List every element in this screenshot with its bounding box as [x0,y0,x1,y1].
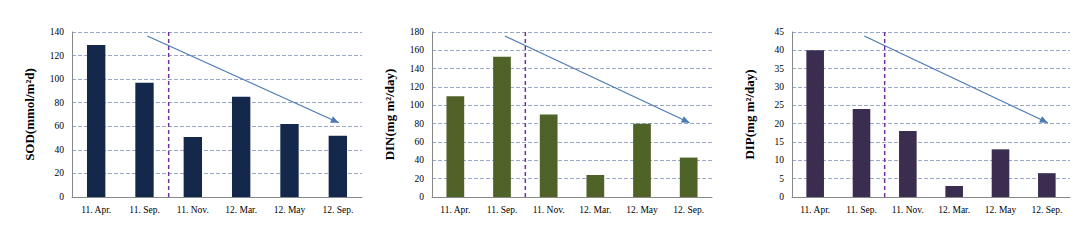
svg-text:12. May: 12. May [274,205,306,215]
svg-text:12. Sep.: 12. Sep. [1031,205,1062,215]
svg-text:30: 30 [775,82,785,92]
svg-text:11. Nov.: 11. Nov. [533,205,565,215]
svg-text:11. Apr.: 11. Apr. [800,205,830,215]
svg-text:60: 60 [55,121,65,131]
svg-text:180: 180 [410,27,425,37]
svg-text:20: 20 [55,168,65,178]
svg-text:11. Apr.: 11. Apr. [81,205,111,215]
svg-text:100: 100 [50,74,65,84]
svg-text:11. Nov.: 11. Nov. [892,205,924,215]
svg-text:0: 0 [419,192,424,202]
svg-text:11. Apr.: 11. Apr. [440,205,470,215]
svg-text:140: 140 [410,64,425,74]
svg-text:120: 120 [50,51,65,61]
svg-text:DIN(mg m²/day): DIN(mg m²/day) [382,69,397,161]
svg-text:12. Mar.: 12. Mar. [938,205,970,215]
svg-text:60: 60 [415,137,425,147]
svg-text:0: 0 [779,192,784,202]
svg-text:35: 35 [775,64,785,74]
svg-text:11. Nov.: 11. Nov. [177,205,209,215]
svg-text:12. Sep.: 12. Sep. [673,205,704,215]
svg-text:160: 160 [410,45,425,55]
svg-text:80: 80 [55,98,65,108]
svg-text:12. May: 12. May [985,205,1017,215]
svg-text:12. Mar.: 12. Mar. [579,205,611,215]
svg-text:DIP(mg m²/day): DIP(mg m²/day) [742,69,757,159]
svg-text:25: 25 [775,100,785,110]
svg-text:80: 80 [415,119,425,129]
svg-text:140: 140 [50,27,65,37]
svg-text:SOD(mmol/m²d): SOD(mmol/m²d) [22,68,37,161]
svg-text:12. Sep.: 12. Sep. [322,205,353,215]
svg-text:11. Sep.: 11. Sep. [846,205,877,215]
svg-text:12. May: 12. May [626,205,658,215]
svg-text:15: 15 [775,137,785,147]
svg-text:100: 100 [410,100,425,110]
svg-text:40: 40 [55,145,65,155]
svg-text:0: 0 [59,192,64,202]
svg-text:20: 20 [775,119,785,129]
svg-text:10: 10 [775,155,785,165]
svg-text:40: 40 [775,45,785,55]
svg-text:11. Sep.: 11. Sep. [129,205,160,215]
svg-text:12. Mar.: 12. Mar. [225,205,257,215]
svg-text:11. Sep.: 11. Sep. [487,205,518,215]
svg-text:40: 40 [415,155,425,165]
svg-text:120: 120 [410,82,425,92]
svg-text:5: 5 [779,174,784,184]
svg-text:45: 45 [775,27,785,37]
svg-text:20: 20 [415,174,425,184]
